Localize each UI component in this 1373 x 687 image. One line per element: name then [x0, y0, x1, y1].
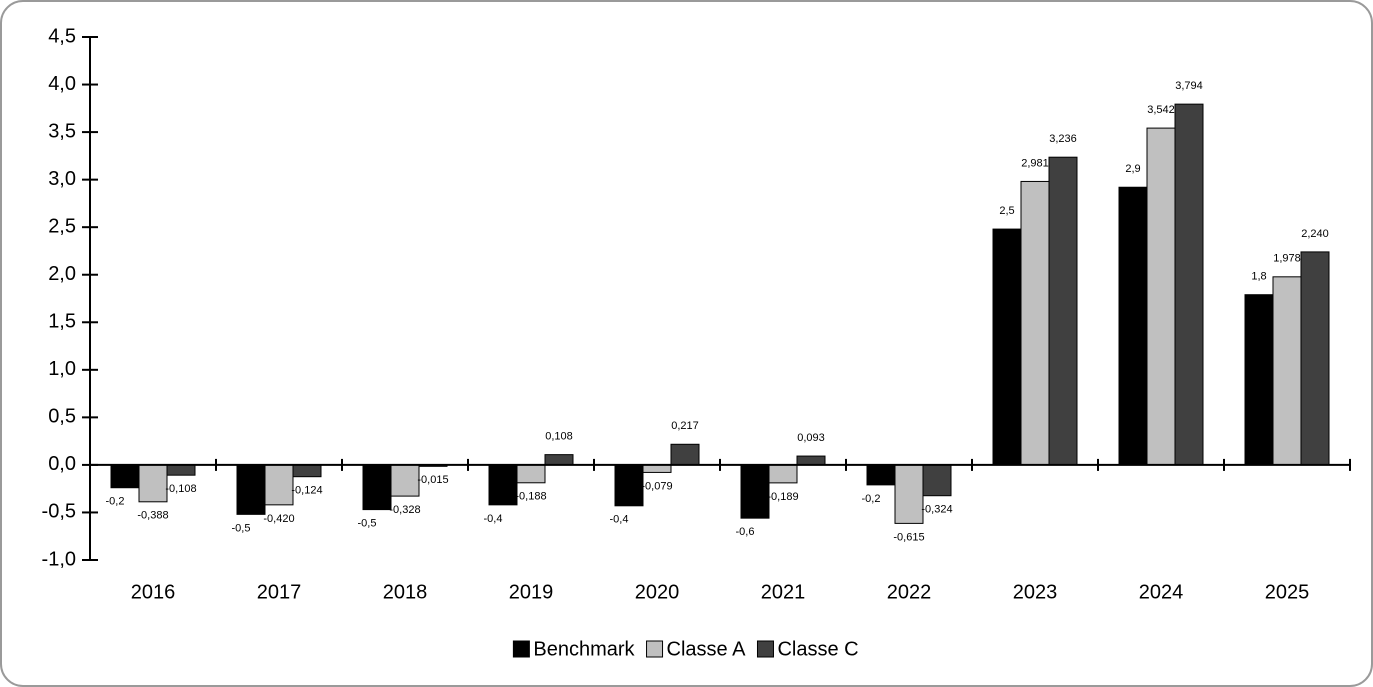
value-label: -0,4 — [484, 513, 503, 525]
x-tick-label: 2016 — [131, 581, 176, 603]
bar — [362, 464, 392, 511]
bar — [1020, 180, 1050, 466]
bar — [1048, 156, 1078, 466]
y-tick-label: 1,5 — [48, 311, 76, 333]
bar — [670, 443, 700, 466]
bar — [922, 464, 952, 497]
value-label: -0,188 — [515, 491, 546, 503]
bar — [1118, 186, 1148, 466]
value-label: -0,388 — [137, 510, 168, 522]
bar — [740, 464, 770, 519]
bar — [1300, 251, 1330, 466]
bar — [166, 464, 196, 476]
bar — [614, 464, 644, 507]
bar — [796, 455, 826, 466]
value-label: -0,615 — [893, 531, 924, 543]
x-tick-label: 2018 — [383, 581, 428, 603]
y-tick-label: 1,0 — [48, 358, 76, 380]
value-label: 0,093 — [797, 432, 825, 444]
value-label: -0,328 — [389, 504, 420, 516]
bar — [1146, 127, 1176, 466]
y-tick-label: 3,5 — [48, 120, 76, 142]
bar — [110, 464, 140, 489]
value-label: -0,2 — [106, 496, 125, 508]
bar — [236, 464, 266, 515]
value-label: -0,108 — [165, 483, 196, 495]
legend-swatch — [512, 640, 530, 658]
value-label: -0,324 — [921, 504, 952, 516]
bar — [292, 464, 322, 478]
value-label: 0,108 — [545, 431, 573, 443]
x-tick-label: 2024 — [1139, 581, 1184, 603]
bar — [516, 464, 546, 484]
value-label: -0,5 — [358, 518, 377, 530]
x-tick-label: 2023 — [1013, 581, 1058, 603]
value-label: 3,794 — [1175, 80, 1203, 92]
value-label: -0,4 — [610, 514, 629, 526]
bar — [894, 464, 924, 524]
legend-label: Classe C — [777, 638, 858, 660]
y-tick-label: 0,5 — [48, 406, 76, 428]
bar — [866, 464, 896, 486]
value-label: -0,015 — [417, 474, 448, 486]
value-label: 1,978 — [1273, 253, 1301, 265]
y-tick-label: 3,0 — [48, 168, 76, 190]
value-label: 3,236 — [1049, 133, 1077, 145]
y-tick-label: 0,0 — [48, 453, 76, 475]
bar — [390, 464, 420, 497]
y-tick-label: -0,5 — [42, 501, 76, 523]
y-tick-label: 2,0 — [48, 263, 76, 285]
bar — [264, 464, 294, 506]
x-tick-label: 2020 — [635, 581, 680, 603]
legend-swatch — [756, 640, 774, 658]
value-label: -0,420 — [263, 513, 294, 525]
legend-label: Benchmark — [533, 638, 635, 660]
value-label: -0,079 — [641, 480, 672, 492]
value-label: 1,8 — [1251, 271, 1266, 283]
y-tick-label: 4,0 — [48, 73, 76, 95]
x-tick-label: 2025 — [1265, 581, 1310, 603]
x-tick-label: 2019 — [509, 581, 554, 603]
bar — [768, 464, 798, 484]
y-tick-label: 4,5 — [48, 25, 76, 47]
bar — [488, 464, 518, 506]
value-label: 3,542 — [1147, 104, 1175, 116]
x-tick-label: 2022 — [887, 581, 932, 603]
bar — [1272, 276, 1302, 466]
bar — [992, 228, 1022, 466]
value-label: -0,5 — [232, 522, 251, 534]
bar — [1174, 103, 1204, 466]
bar — [1244, 294, 1274, 466]
value-label: -0,189 — [767, 491, 798, 503]
bar — [544, 454, 574, 466]
y-tick-label: 2,5 — [48, 215, 76, 237]
value-label: 0,217 — [671, 420, 699, 432]
legend-label: Classe A — [667, 638, 747, 660]
value-label: 2,240 — [1301, 228, 1329, 240]
value-label: 2,981 — [1021, 157, 1049, 169]
y-tick-label: -1,0 — [42, 548, 76, 570]
value-label: -0,2 — [862, 493, 881, 505]
value-label: -0,124 — [291, 485, 322, 497]
value-label: 2,9 — [1125, 163, 1140, 175]
legend-swatch — [646, 640, 664, 658]
x-tick-label: 2017 — [257, 581, 302, 603]
value-label: -0,6 — [736, 526, 755, 538]
value-label: 2,5 — [999, 205, 1014, 217]
bar — [138, 464, 168, 503]
x-tick-label: 2021 — [761, 581, 806, 603]
bar — [642, 464, 672, 473]
